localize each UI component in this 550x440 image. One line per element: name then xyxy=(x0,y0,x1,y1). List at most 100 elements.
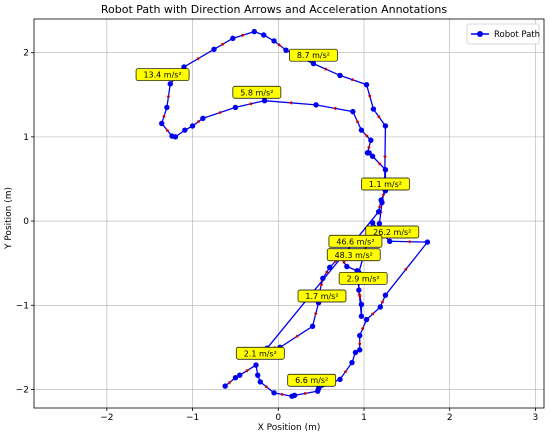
data-point xyxy=(352,349,359,356)
data-point xyxy=(315,385,322,392)
direction-arrow xyxy=(166,93,171,98)
acceleration-annotation: 1.7 m/s² xyxy=(297,289,347,303)
acceleration-annotation: 6.6 m/s² xyxy=(287,373,337,387)
data-point xyxy=(310,60,317,67)
direction-arrow xyxy=(403,267,408,272)
data-point xyxy=(313,102,319,108)
plot-area: 13.4 m/s² 8.7 m/s² 5.8 m/s² 1.1 m/s² 26.2 m/… xyxy=(135,28,431,399)
x-tick-label: 2 xyxy=(447,413,453,423)
data-point xyxy=(349,359,355,366)
data-point xyxy=(327,264,333,271)
data-point xyxy=(375,209,382,215)
data-point xyxy=(211,46,217,53)
plot-frame xyxy=(33,18,545,409)
legend-box xyxy=(466,23,540,45)
annotation-box xyxy=(287,373,337,387)
data-point xyxy=(382,123,389,129)
annotation-box xyxy=(328,234,383,248)
data-point xyxy=(253,362,259,368)
data-point xyxy=(309,323,316,330)
annotation-label: 6.6 m/s² xyxy=(295,376,328,385)
x-tick-label: 3 xyxy=(533,413,539,423)
data-point xyxy=(379,199,385,206)
data-point xyxy=(358,127,365,133)
annotation-label: 46.6 m/s² xyxy=(336,237,374,246)
direction-arrow xyxy=(332,106,337,111)
data-point xyxy=(377,304,383,310)
data-point xyxy=(261,32,267,38)
data-point xyxy=(357,347,363,353)
data-point xyxy=(358,301,365,308)
acceleration-annotation: 13.4 m/s² xyxy=(135,68,190,81)
x-tick-label: −1 xyxy=(186,413,199,423)
annotation-box xyxy=(297,289,347,303)
data-point xyxy=(382,167,389,173)
annotation-box xyxy=(289,48,338,62)
acceleration-annotation: 8.7 m/s² xyxy=(289,48,338,62)
data-point xyxy=(251,28,257,35)
data-point xyxy=(257,379,263,385)
direction-arrow xyxy=(351,77,355,82)
data-point xyxy=(167,81,173,87)
direction-arrow xyxy=(381,193,386,198)
annotation-label: 1.7 m/s² xyxy=(305,292,338,301)
data-point xyxy=(320,275,326,282)
data-point xyxy=(424,239,431,245)
direction-arrow xyxy=(376,115,381,119)
direction-arrow xyxy=(324,67,329,71)
direction-arrow xyxy=(277,43,282,47)
direction-arrow xyxy=(406,239,411,244)
y-axis-label: Y Position (m) xyxy=(4,187,14,250)
data-point xyxy=(369,153,376,159)
axis-ticks: −2 −1 0 1 2 3 −2 −1 0 1 2 xyxy=(16,49,539,423)
y-tick-label: 0 xyxy=(23,217,29,227)
acceleration-annotation: 46.6 m/s² xyxy=(328,234,383,248)
annotation-label: 2.1 m/s² xyxy=(244,349,277,358)
data-point xyxy=(189,123,196,129)
annotation-box xyxy=(338,271,388,285)
acceleration-annotation: 2.1 m/s² xyxy=(235,346,285,360)
direction-arrow xyxy=(377,161,382,166)
annotation-box xyxy=(326,248,381,262)
direction-arrow xyxy=(343,369,348,374)
x-tick-label: −2 xyxy=(100,413,113,423)
direction-arrow xyxy=(380,299,384,304)
x-tick-label: 1 xyxy=(361,413,367,423)
data-point xyxy=(364,150,371,156)
annotation-label: 8.7 m/s² xyxy=(297,51,330,60)
direction-arrow xyxy=(245,369,250,373)
y-tick-label: 2 xyxy=(23,49,29,59)
direction-arrow xyxy=(165,128,170,133)
data-point xyxy=(255,372,261,378)
data-point xyxy=(337,72,343,79)
direction-arrow xyxy=(314,312,318,317)
direction-arrow xyxy=(367,94,372,99)
acceleration-annotation: 5.8 m/s² xyxy=(232,85,282,99)
annotation-box xyxy=(235,346,285,360)
direction-arrow xyxy=(288,101,293,105)
data-point xyxy=(271,38,277,44)
direction-arrow xyxy=(357,340,362,345)
direction-arrow xyxy=(221,42,225,47)
acceleration-annotation: 48.3 m/s² xyxy=(326,248,381,262)
direction-arrow xyxy=(358,295,362,300)
y-tick-label: 1 xyxy=(23,133,29,143)
y-tick-label: −2 xyxy=(16,385,29,395)
data-point xyxy=(357,332,363,339)
annotation-label: 2.9 m/s² xyxy=(347,274,380,283)
data-point xyxy=(387,238,393,244)
direction-arrow xyxy=(357,291,362,296)
data-point xyxy=(350,108,356,115)
direction-arrow xyxy=(280,392,285,396)
data-point xyxy=(200,115,206,122)
data-point xyxy=(337,376,343,383)
data-point xyxy=(232,374,239,381)
direction-arrow xyxy=(227,380,232,385)
x-axis-label: X Position (m) xyxy=(258,423,321,433)
data-point xyxy=(376,220,383,227)
data-point xyxy=(344,263,350,270)
direction-arrow xyxy=(383,155,387,160)
acceleration-annotation: 2.9 m/s² xyxy=(338,271,388,285)
legend: Robot Path xyxy=(466,23,540,45)
